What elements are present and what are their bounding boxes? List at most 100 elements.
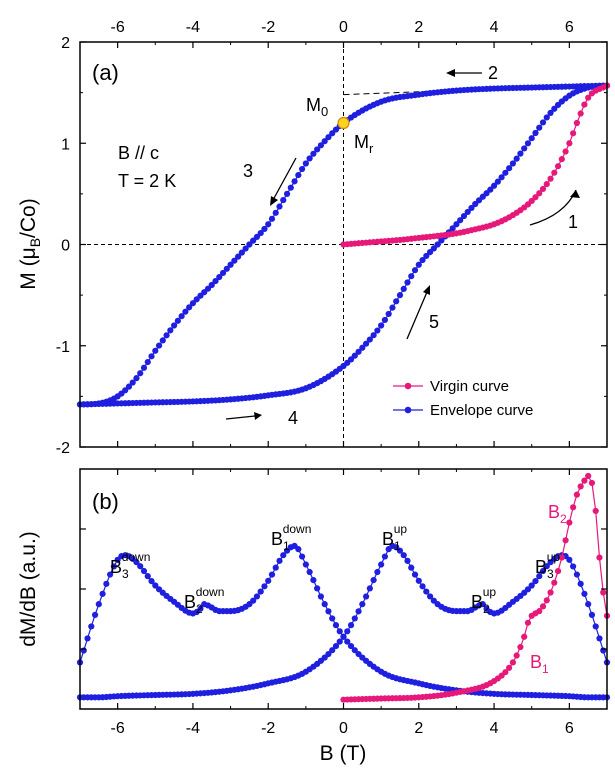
envelope-descending-branch-point (321, 138, 328, 145)
derivative-virgin-point (543, 597, 550, 604)
derivative-virgin-point (517, 643, 524, 651)
derivative-virgin-point (566, 519, 573, 526)
derivative-envelope-ascending-point (581, 590, 588, 597)
envelope-descending-branch-point (325, 134, 332, 141)
envelope-descending-branch-point (171, 322, 178, 329)
envelope-ascending-branch-point (543, 114, 550, 121)
derivative-envelope-ascending-point (351, 615, 358, 622)
derivative-envelope-ascending-point (479, 601, 486, 608)
derivative-virgin-point (585, 472, 592, 480)
derivative-envelope-descending-point (347, 642, 355, 650)
derivative-envelope-ascending-point (381, 553, 389, 560)
envelope-ascending-branch-point (389, 304, 396, 311)
peak-label-b3-up: B3up (535, 550, 560, 581)
derivative-envelope-descending-point (321, 601, 328, 608)
derivative-envelope-ascending-point (570, 563, 577, 570)
envelope-descending-branch-point (174, 317, 181, 324)
envelope-ascending-branch-point (551, 105, 558, 112)
envelope-descending-branch-point (144, 358, 151, 366)
virgin-curve-point (528, 197, 535, 205)
b-x-tick-label: 4 (490, 720, 499, 737)
derivative-envelope-ascending-point (370, 577, 377, 584)
panel-b-ticks: -6 -4 -2 0 2 4 6 (79, 469, 608, 737)
derivative-envelope-ascending-point (366, 585, 373, 592)
envelope-ascending-branch-point (524, 140, 532, 147)
arrow-1 (529, 189, 580, 226)
derivative-virgin-point (600, 589, 607, 596)
envelope-ascending-branch-point (547, 109, 554, 116)
envelope-ascending-branch-point (393, 298, 400, 305)
derivative-envelope-ascending-point (400, 552, 407, 559)
envelope-descending-branch-point (298, 165, 306, 173)
derivative-envelope-descending-point (80, 647, 87, 654)
a-y-tick-label: -1 (56, 339, 70, 356)
a-top-tick-label: 2 (414, 19, 423, 36)
derivative-envelope-ascending-point (524, 586, 532, 593)
b-x-tick-label: 2 (414, 720, 423, 737)
arrow-5-label: 5 (429, 312, 439, 332)
derivative-envelope-ascending-point (362, 593, 370, 600)
derivative-envelope-ascending-point (329, 647, 336, 654)
panel-a-label: (a) (92, 60, 119, 85)
derivative-envelope-descending-point (99, 590, 106, 597)
derivative-envelope-descending-point (140, 567, 148, 575)
derivative-envelope-ascending-point (378, 561, 385, 568)
envelope-descending-branch-point (182, 308, 189, 315)
derivative-envelope-descending-point (91, 611, 99, 619)
envelope-descending-branch-point (159, 337, 166, 344)
virgin-curve-point (566, 140, 573, 147)
envelope-ascending-branch-point (487, 186, 494, 193)
derivative-envelope-ascending-point (573, 571, 580, 578)
derivative-envelope-descending-point (152, 582, 159, 589)
virgin-curve-point (573, 119, 580, 127)
envelope-descending-branch-point (246, 241, 253, 248)
derivative-envelope-ascending-point (374, 568, 381, 576)
envelope-ascending-branch-point (359, 344, 366, 351)
legend-item-virgin: Virgin curve (393, 378, 509, 395)
mr-label: Mr (354, 132, 374, 156)
envelope-descending-branch-point (189, 300, 197, 307)
b-x-tick-label: -2 (261, 720, 275, 737)
derivative-envelope-descending-point (310, 577, 317, 584)
peak-label-b1-down: B1down (271, 522, 311, 553)
envelope-ascending-branch-point (539, 119, 547, 126)
peak-label-b2-virgin: B2 (548, 502, 567, 526)
envelope-ascending-branch-point (449, 225, 456, 232)
derivative-envelope-descending-point (144, 573, 151, 580)
envelope-descending-branch-point (283, 190, 291, 197)
envelope-ascending-branch-point (532, 129, 539, 137)
arrow-3-label: 3 (243, 161, 253, 181)
envelope-descending-branch-point (276, 203, 283, 210)
envelope-descending-branch-point (133, 375, 140, 382)
virgin-curve-point (570, 130, 577, 137)
panel-b: -6 -4 -2 0 2 4 6 (b) B3down B2down B1down B1up… (17, 468, 611, 765)
derivative-virgin-point (539, 603, 547, 610)
derivative-envelope-descending-point (332, 622, 340, 629)
envelope-ascending-branch-point (502, 169, 509, 176)
derivative-envelope-descending-point (95, 601, 102, 608)
envelope-ascending-branch-point (374, 327, 381, 334)
x-axis-label: B (T) (320, 742, 367, 765)
legend-item-envelope: Envelope curve (393, 402, 533, 419)
derivative-virgin-point (596, 554, 603, 561)
derivative-envelope-descending-point (250, 597, 257, 604)
derivative-envelope-ascending-point (566, 556, 573, 563)
derivative-envelope-ascending-point (592, 623, 599, 630)
envelope-descending-branch-point (163, 332, 170, 339)
derivative-envelope-descending-point (268, 571, 276, 578)
a-top-tick-label: -2 (261, 19, 275, 36)
derivative-envelope-ascending-point (332, 642, 340, 650)
envelope-ascending-branch-point (381, 316, 389, 324)
peak-label-b1-virgin: B1 (530, 652, 549, 676)
condition-line-2: T = 2 K (118, 171, 176, 191)
a-y-tick-label: 1 (61, 136, 70, 153)
derivative-envelope-descending-point (329, 615, 336, 622)
envelope-ascending-branch-point (396, 292, 404, 299)
envelope-descending-branch-point (306, 155, 313, 162)
envelope-ascending-branch-point (536, 124, 543, 131)
derivative-envelope-ascending-point (600, 647, 607, 654)
derivative-envelope-ascending-point (536, 573, 543, 580)
envelope-descending-branch-point (272, 209, 279, 216)
derivative-virgin-point (570, 504, 577, 511)
